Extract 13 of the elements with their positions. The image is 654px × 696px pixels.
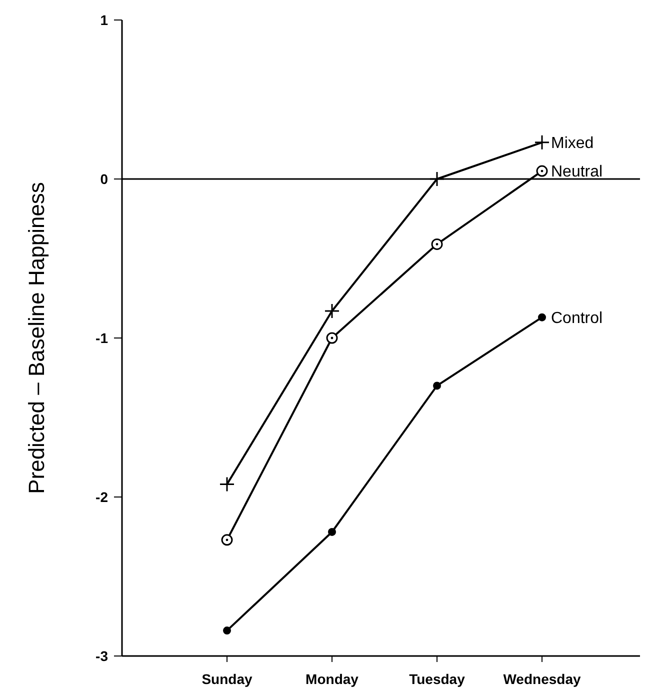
- y-tick-label: -2: [96, 488, 108, 505]
- x-tick-label: Wednesday: [503, 671, 581, 687]
- y-axis-title: Predicted – Baseline Happiness: [24, 182, 49, 494]
- series-label: Neutral: [551, 164, 603, 181]
- x-tick-label: Sunday: [202, 671, 252, 687]
- series-label: Control: [551, 310, 603, 327]
- y-tick-label: 1: [100, 12, 108, 28]
- series-label: Mixed: [551, 135, 594, 152]
- x-tick-label: Tuesday: [409, 671, 466, 687]
- x-tick-label: Monday: [306, 671, 359, 687]
- y-tick-label: -3: [96, 648, 108, 664]
- y-tick-label: -1: [96, 330, 108, 346]
- y-tick-label: 0: [100, 170, 108, 187]
